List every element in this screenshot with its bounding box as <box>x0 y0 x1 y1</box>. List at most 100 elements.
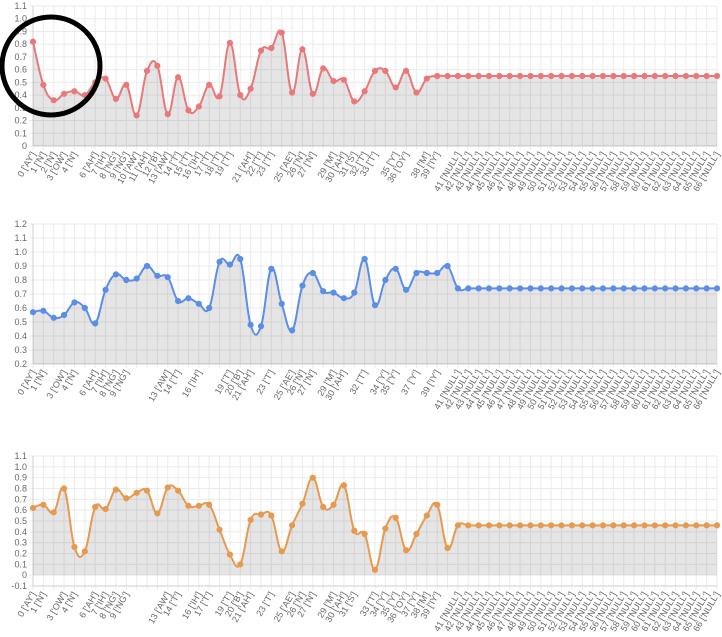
y-tick-label: 0.8 <box>14 39 27 49</box>
y-tick-label: 0.6 <box>14 505 27 515</box>
data-point <box>174 487 182 494</box>
data-point <box>206 501 213 508</box>
data-point <box>60 90 68 97</box>
data-point <box>299 46 306 53</box>
data-point <box>599 72 607 80</box>
y-tick-label: 0.8 <box>14 484 27 494</box>
data-point <box>434 269 441 277</box>
y-tick-label: 0.3 <box>14 538 27 548</box>
data-point <box>268 44 275 52</box>
data-point <box>71 543 78 551</box>
y-tick-label: 0.9 <box>14 261 27 271</box>
data-point <box>413 269 420 277</box>
data-point <box>102 505 109 513</box>
data-point <box>50 97 57 104</box>
data-point <box>413 530 420 538</box>
data-point <box>485 285 493 292</box>
data-point <box>662 285 669 292</box>
data-point <box>682 285 690 292</box>
data-point <box>143 67 151 75</box>
data-point <box>568 285 576 292</box>
data-point <box>713 285 721 292</box>
data-point <box>465 72 472 80</box>
data-point <box>195 502 202 509</box>
data-point <box>320 503 327 511</box>
data-point <box>703 522 710 529</box>
data-point <box>112 486 120 493</box>
data-point <box>537 522 544 529</box>
data-point <box>548 72 555 80</box>
data-point <box>123 276 130 284</box>
data-point <box>703 285 710 292</box>
data-point <box>143 262 151 270</box>
data-point <box>413 89 420 96</box>
data-point <box>620 522 627 529</box>
data-point <box>630 285 638 292</box>
data-point <box>174 297 182 305</box>
data-point <box>672 285 679 292</box>
data-point <box>620 285 627 292</box>
data-point <box>60 311 68 319</box>
data-point <box>340 295 348 302</box>
data-point <box>516 522 524 529</box>
y-tick-label: 0.4 <box>14 527 27 537</box>
data-point <box>579 522 586 529</box>
data-point <box>60 485 68 492</box>
data-point <box>40 307 47 314</box>
data-point <box>278 29 285 36</box>
data-point <box>247 516 254 524</box>
data-point <box>589 522 596 529</box>
data-point <box>475 72 482 80</box>
data-point <box>496 522 503 529</box>
data-point <box>693 72 700 80</box>
data-point <box>340 482 348 489</box>
data-point <box>402 286 410 293</box>
data-point <box>662 522 669 529</box>
data-point <box>392 265 399 272</box>
data-point <box>423 512 430 519</box>
data-point <box>257 511 265 518</box>
data-point <box>527 72 534 80</box>
data-point <box>278 548 285 555</box>
data-point <box>693 285 700 292</box>
data-point <box>195 103 202 110</box>
data-point <box>537 72 544 80</box>
y-tick-label: 1.0 <box>14 14 27 24</box>
data-point <box>662 72 669 80</box>
data-point <box>516 72 524 80</box>
x-tick-label: 32 ['T'] <box>347 368 369 396</box>
data-point <box>382 525 389 532</box>
y-tick-label: 1.1 <box>14 233 27 243</box>
y-tick-label: 0.1 <box>14 128 27 138</box>
data-point <box>558 72 565 80</box>
data-point <box>485 522 493 529</box>
y-tick-label: 0.2 <box>14 549 27 559</box>
data-point <box>29 504 37 512</box>
series-area-fill <box>33 30 717 146</box>
data-point <box>361 255 368 263</box>
data-point <box>434 72 441 80</box>
data-point <box>444 72 451 80</box>
chart-1: 00.10.20.30.40.50.60.70.80.91.01.10 ['AY… <box>0 1 722 193</box>
data-point <box>496 72 503 80</box>
y-tick-label: -0.1 <box>11 581 27 591</box>
data-point <box>382 276 389 284</box>
data-point <box>40 501 47 508</box>
data-point <box>351 98 358 105</box>
data-point <box>672 522 679 529</box>
data-point <box>81 304 88 312</box>
data-point <box>610 285 617 292</box>
y-tick-label: 0.1 <box>14 559 27 569</box>
data-point <box>309 269 316 277</box>
data-point <box>361 88 368 95</box>
data-point <box>392 84 399 91</box>
data-point <box>620 72 627 80</box>
data-point <box>589 72 596 80</box>
data-point <box>558 285 565 292</box>
data-point <box>320 288 327 295</box>
data-point <box>423 269 430 277</box>
y-tick-label: 0.5 <box>14 317 27 327</box>
data-point <box>50 314 57 321</box>
data-point <box>216 526 223 533</box>
